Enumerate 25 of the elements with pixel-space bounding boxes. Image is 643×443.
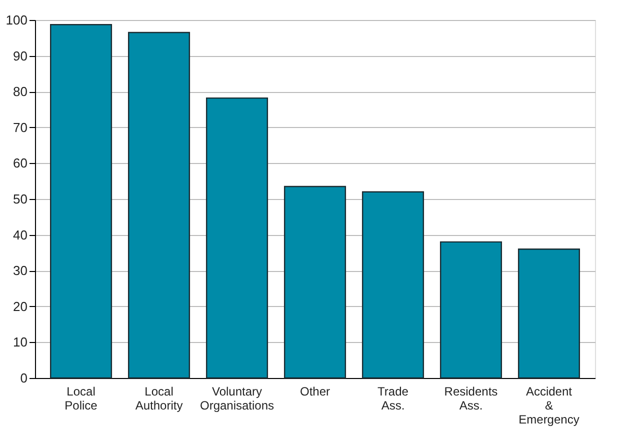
x-tick-label: Other xyxy=(300,384,330,398)
y-tick-label: 30 xyxy=(13,263,28,278)
bar xyxy=(50,24,112,379)
x-tick-label: Accident & Emergency xyxy=(518,384,580,426)
x-tick-label: Residents Ass. xyxy=(444,384,498,412)
bar xyxy=(362,191,424,379)
y-tick-label: 90 xyxy=(13,48,28,64)
bar xyxy=(206,97,268,379)
x-tick-label: Voluntary Organisations xyxy=(200,384,274,412)
y-tick-label: 10 xyxy=(13,334,28,350)
bar xyxy=(518,248,580,379)
y-tick-label: 80 xyxy=(13,84,28,100)
y-tick-label: 0 xyxy=(20,370,28,386)
bar xyxy=(128,32,190,379)
y-tick-label: 100 xyxy=(6,12,28,28)
x-tick-label: Local Authority xyxy=(135,384,183,412)
x-tick-label: Local Police xyxy=(64,384,98,412)
x-tick-label: Trade Ass. xyxy=(378,384,409,412)
y-tick-label: 60 xyxy=(13,156,28,171)
y-tick-label: 50 xyxy=(13,192,28,206)
y-tick-label: 70 xyxy=(13,120,28,135)
y-tick-label: 20 xyxy=(13,298,28,314)
y-tick-label: 40 xyxy=(13,227,28,242)
bar xyxy=(284,186,346,379)
bar xyxy=(440,241,502,379)
